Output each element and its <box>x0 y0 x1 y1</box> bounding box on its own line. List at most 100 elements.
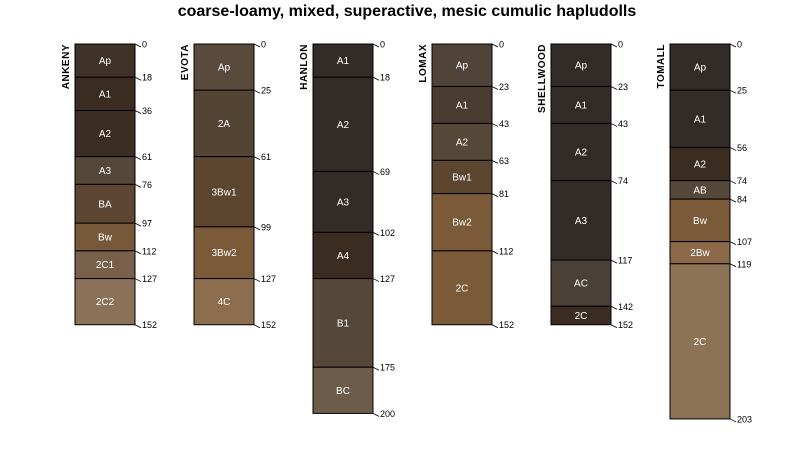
profile-name: SHELLWOOD <box>537 44 548 113</box>
horizon-a2 <box>431 122 493 161</box>
depth-tick <box>729 43 737 48</box>
horizon-a1 <box>431 85 493 124</box>
horizon-label: Bw1 <box>452 172 472 183</box>
horizon-label: 4C <box>218 297 231 308</box>
depth-label: 117 <box>618 256 632 266</box>
depth-tick <box>372 171 380 175</box>
depth-tick <box>610 259 618 264</box>
horizon-label: 2Bw <box>690 248 710 259</box>
depth-label: 43 <box>618 119 628 129</box>
profile-shellwood: SHELLWOOD Ap A1 A2 A3 AC 2C 0 23 43 74 117 142 152 <box>537 40 633 331</box>
depth-label: 127 <box>261 274 276 284</box>
horizon-label: BC <box>336 386 350 397</box>
depth-label: 18 <box>142 73 152 83</box>
horizon-2a <box>193 89 255 158</box>
depth-tick <box>134 76 142 81</box>
depth-tick <box>491 324 499 329</box>
depth-label: 0 <box>261 40 266 50</box>
depth-tick <box>729 198 737 203</box>
depth-tick <box>610 123 618 127</box>
depth-tick <box>253 226 261 231</box>
depth-tick <box>729 89 737 94</box>
depth-label: 0 <box>380 40 385 50</box>
depth-tick <box>372 232 380 236</box>
depth-label: 25 <box>737 86 747 96</box>
horizon-label: B1 <box>337 318 350 329</box>
depth-label: 200 <box>380 409 395 419</box>
horizon-a2 <box>550 122 612 182</box>
horizon-label: Bw2 <box>452 218 472 229</box>
horizon-a2 <box>74 109 136 158</box>
depth-label: 152 <box>261 320 276 330</box>
horizon-label: A1 <box>456 100 469 111</box>
profile-ankeny: ANKENY Ap A1 A2 A3 BA Bw 2C1 2C2 0 18 36 61 76 97 112 12… <box>61 40 157 331</box>
depth-label: 84 <box>737 195 747 205</box>
horizon-bw2 <box>431 193 493 252</box>
depth-tick <box>134 156 142 161</box>
horizon-label: A1 <box>99 89 112 100</box>
horizon-label: Ap <box>99 56 112 67</box>
depth-tick <box>134 43 142 48</box>
profile-name: EVOTA <box>180 44 191 80</box>
horizon-label: Ap <box>575 61 588 72</box>
depth-tick <box>134 250 142 255</box>
depth-label: 203 <box>737 414 752 424</box>
depth-tick <box>491 193 499 197</box>
depth-label: 152 <box>499 320 514 330</box>
horizon-a3 <box>550 180 612 261</box>
depth-tick <box>491 160 499 164</box>
horizon-2c2 <box>74 278 136 326</box>
depth-label: 23 <box>618 82 628 92</box>
horizon-label: BA <box>98 199 112 210</box>
horizon-ap <box>74 43 136 78</box>
depth-label: 0 <box>737 40 742 50</box>
depth-tick <box>372 278 380 282</box>
horizon-label: 2C1 <box>96 260 115 271</box>
depth-label: 61 <box>142 152 152 162</box>
horizon-label: Ap <box>694 63 707 74</box>
depth-tick <box>134 324 142 329</box>
depth-label: 0 <box>142 40 147 50</box>
horizon-a4 <box>312 231 374 280</box>
depth-tick <box>729 418 737 423</box>
depth-tick <box>729 241 737 245</box>
horizon-a1 <box>550 85 612 124</box>
depth-tick <box>134 222 142 227</box>
horizon-label: 2C2 <box>96 297 115 308</box>
depth-label: 112 <box>142 246 156 256</box>
depth-label: 74 <box>618 176 628 186</box>
horizon-label: Ap <box>456 61 469 72</box>
depth-label: 142 <box>618 302 633 312</box>
depth-tick <box>610 43 618 48</box>
depth-label: 76 <box>142 180 152 190</box>
depth-label: 107 <box>737 237 752 247</box>
depth-tick <box>372 413 380 417</box>
depth-label: 0 <box>618 40 623 50</box>
horizon-label: 2C <box>694 337 707 348</box>
depth-tick <box>134 110 142 114</box>
horizon-label: A3 <box>99 166 112 177</box>
depth-tick <box>729 263 737 268</box>
profile-name: TOMALL <box>656 44 667 88</box>
horizon-4c <box>193 278 255 326</box>
depth-tick <box>253 278 261 282</box>
horizon-label: Bw <box>98 233 113 244</box>
horizon-label: A2 <box>456 137 469 148</box>
horizon-label: A4 <box>337 251 350 262</box>
horizon-a1 <box>312 43 374 78</box>
horizon-label: A2 <box>694 160 707 171</box>
depth-tick <box>610 324 618 329</box>
depth-label: 152 <box>618 320 633 330</box>
depth-label: 127 <box>142 274 157 284</box>
profiles-group: ANKENY Ap A1 A2 A3 BA Bw 2C1 2C2 0 18 36 61 76 97 112 12… <box>61 40 752 425</box>
depth-tick <box>491 250 499 255</box>
horizon-label: A2 <box>575 148 588 159</box>
horizon-label: A2 <box>99 129 112 140</box>
profile-name: ANKENY <box>61 44 72 89</box>
depth-tick <box>610 180 618 185</box>
depth-label: 23 <box>499 82 509 92</box>
depth-label: 63 <box>499 156 509 166</box>
horizon-label: A3 <box>575 216 588 227</box>
depth-label: 0 <box>499 40 504 50</box>
depth-tick <box>253 43 261 48</box>
